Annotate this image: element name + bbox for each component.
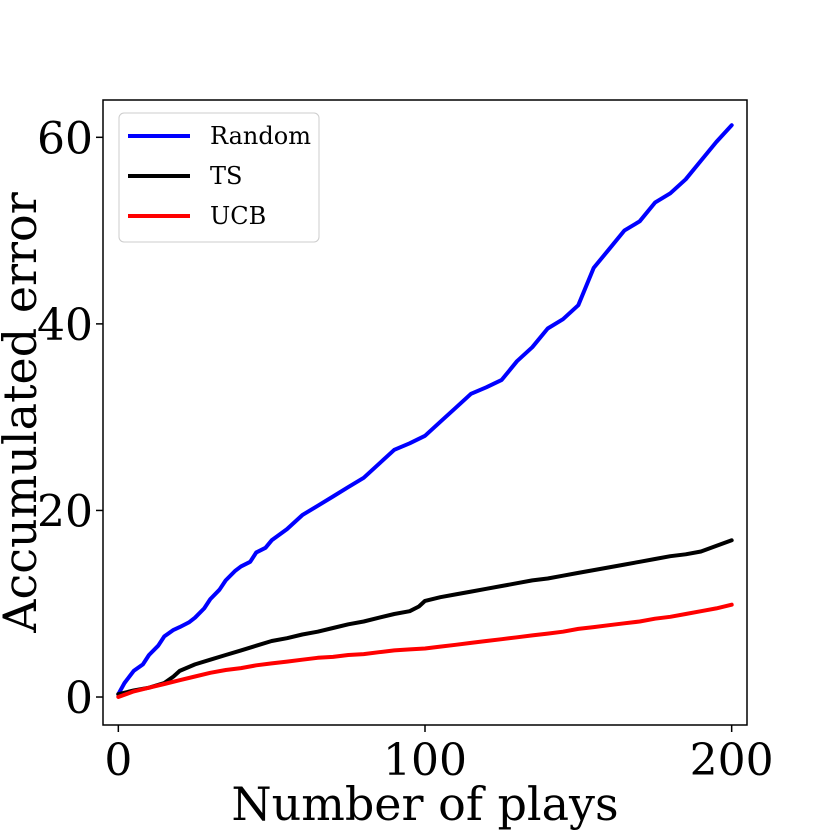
legend-box (118, 112, 320, 243)
legend: Random TS UCB (118, 112, 320, 243)
y-tick-label: 40 (37, 300, 93, 351)
series-line-random (116, 123, 734, 697)
y-tick-label: 0 (65, 673, 93, 724)
y-axis-ticks: 0 20 40 60 (37, 113, 103, 724)
y-tick-label: 20 (37, 486, 93, 537)
legend-label-ts: TS (210, 162, 242, 190)
y-axis-label: Accumulated error (0, 192, 47, 633)
series-group (116, 123, 734, 699)
x-tick-label: 100 (383, 735, 467, 786)
legend-label-random: Random (210, 122, 311, 150)
series-line-ts (116, 538, 734, 697)
x-tick-label: 0 (104, 735, 132, 786)
x-axis-ticks: 0 100 200 (104, 725, 774, 786)
series-line-ucb (116, 602, 734, 699)
y-tick-label: 60 (37, 113, 93, 164)
x-tick-label: 200 (690, 735, 774, 786)
legend-label-ucb: UCB (210, 202, 266, 230)
x-axis-label: Number of plays (231, 777, 618, 830)
